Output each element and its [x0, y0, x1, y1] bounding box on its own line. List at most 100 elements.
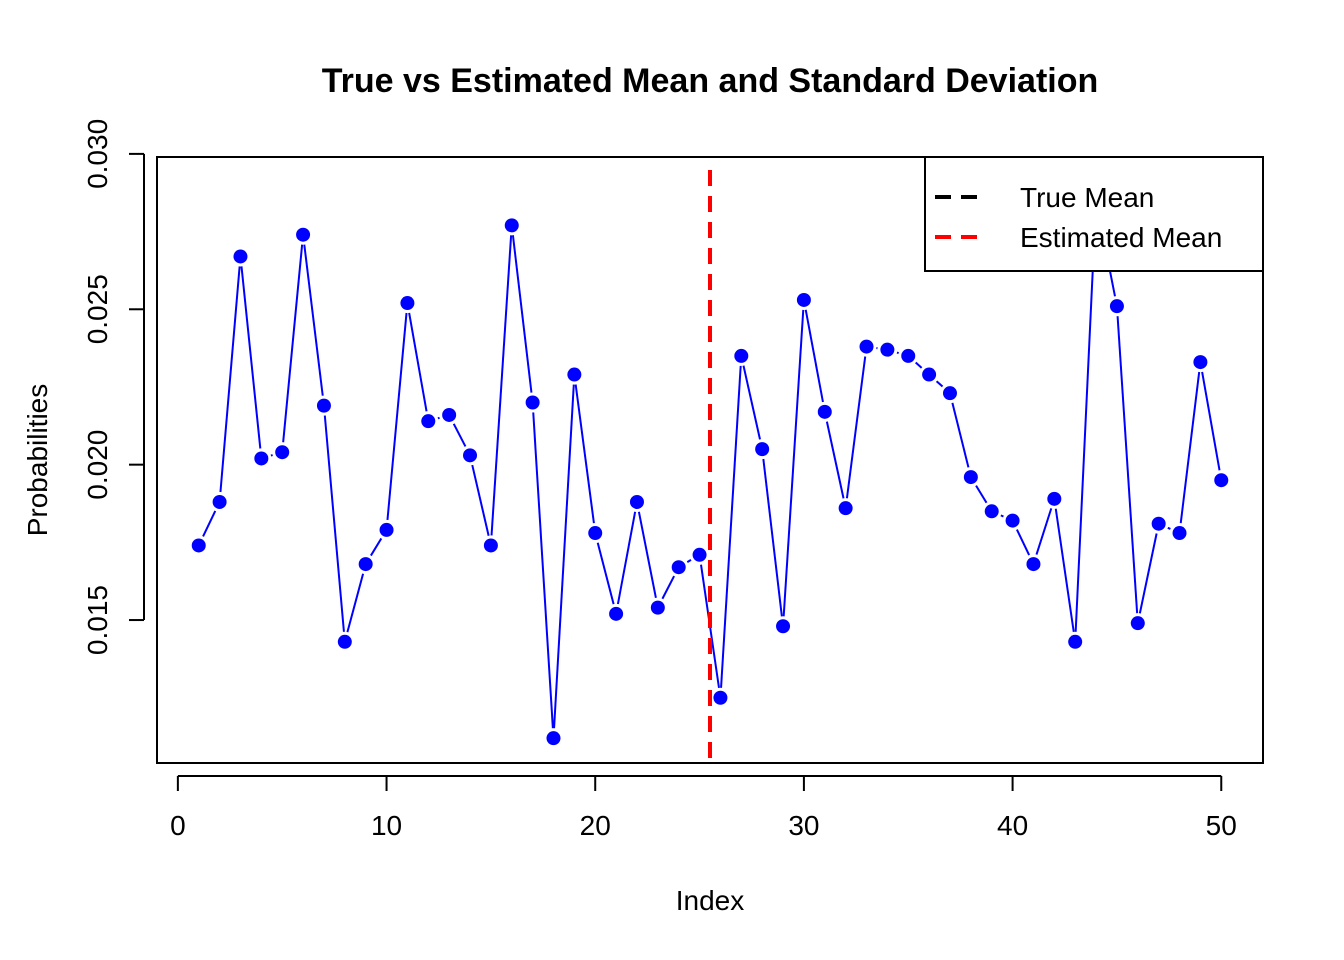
- series-line-segment: [742, 365, 761, 440]
- series-line-segment: [553, 384, 575, 729]
- x-tick-label: 50: [1206, 810, 1237, 841]
- series-line-segment: [1138, 533, 1158, 614]
- series-line-segment: [452, 423, 467, 447]
- series-line-segment: [270, 454, 273, 457]
- data-point: [1151, 516, 1166, 531]
- series-line-segment: [1000, 514, 1004, 518]
- series-line-segment: [1016, 529, 1031, 556]
- data-point: [984, 504, 999, 519]
- y-tick-label: 0.015: [82, 585, 113, 655]
- data-point: [316, 398, 331, 413]
- data-point: [838, 501, 853, 516]
- data-point: [1068, 634, 1083, 649]
- series-line-segment: [323, 415, 345, 632]
- data-point: [525, 395, 540, 410]
- data-point: [1130, 616, 1145, 631]
- data-point: [859, 339, 874, 354]
- y-tick-label: 0.030: [82, 119, 113, 189]
- series-line-segment: [532, 412, 554, 729]
- data-point: [817, 404, 832, 419]
- series-line-segment: [896, 351, 899, 354]
- data-point: [191, 538, 206, 553]
- data-point: [650, 600, 665, 615]
- data-point: [1047, 491, 1062, 506]
- series-line-segment: [782, 309, 805, 617]
- data-point: [755, 442, 770, 457]
- data-point: [296, 227, 311, 242]
- data-point: [1005, 513, 1020, 528]
- series-line-segment: [303, 244, 324, 396]
- series-line-segment: [1074, 210, 1097, 632]
- data-point: [776, 619, 791, 634]
- data-point: [609, 606, 624, 621]
- y-tick-label: 0.025: [82, 274, 113, 344]
- data-point: [922, 367, 937, 382]
- legend: True Mean Estimated Mean: [924, 156, 1264, 272]
- data-point: [796, 292, 811, 307]
- series-line-segment: [845, 356, 867, 499]
- data-point: [254, 451, 269, 466]
- data-point: [629, 494, 644, 509]
- data-point: [212, 494, 227, 509]
- data-point: [1172, 526, 1187, 541]
- series-line-segment: [1116, 316, 1139, 614]
- x-axis: 0 10 20 30 40 50: [170, 775, 1237, 841]
- series-line-segment: [370, 537, 383, 557]
- data-point: [546, 731, 561, 746]
- series-line-segment: [408, 312, 428, 412]
- series-line-segment: [1201, 371, 1221, 471]
- data-point: [671, 560, 686, 575]
- x-tick-label: 20: [580, 810, 611, 841]
- series-line-segment: [616, 511, 637, 605]
- data-point: [337, 634, 352, 649]
- plot-area: [191, 170, 1229, 763]
- y-axis-label: Probabilities: [22, 384, 53, 537]
- series-line-segment: [240, 266, 262, 449]
- series-line-segment: [574, 384, 595, 524]
- series-line-segment: [935, 380, 944, 388]
- data-point: [734, 348, 749, 363]
- series-line-segment: [825, 421, 845, 499]
- legend-box: [924, 156, 1264, 272]
- data-point: [421, 414, 436, 429]
- y-tick-label: 0.020: [82, 430, 113, 500]
- series-line-segment: [804, 309, 824, 403]
- series-line-segment: [511, 235, 533, 393]
- series-line-segment: [596, 542, 615, 605]
- series-line-segment: [490, 235, 513, 536]
- data-point: [901, 348, 916, 363]
- legend-label: Estimated Mean: [1020, 222, 1222, 253]
- data-point: [400, 296, 415, 311]
- data-point: [1109, 299, 1124, 314]
- series-line-segment: [219, 266, 241, 493]
- data-point: [567, 367, 582, 382]
- data-point: [233, 249, 248, 264]
- series-line-segment: [282, 244, 304, 443]
- x-tick-label: 40: [997, 810, 1028, 841]
- series-line-segment: [346, 573, 365, 633]
- x-tick-label: 10: [371, 810, 402, 841]
- series-line-segment: [386, 312, 408, 521]
- series-line-segment: [202, 510, 217, 537]
- series-line-segment: [720, 365, 742, 688]
- plot-frame: [156, 156, 1264, 764]
- data-point: [942, 386, 957, 401]
- series-line-segment: [1179, 371, 1201, 524]
- data-point: [442, 407, 457, 422]
- data-point: [483, 538, 498, 553]
- legend-label: True Mean: [1020, 182, 1154, 213]
- data-point: [379, 522, 394, 537]
- series-line-segment: [471, 464, 490, 536]
- series-line-segment: [1035, 508, 1053, 555]
- data-point: [713, 690, 728, 705]
- series-line-segment: [686, 559, 692, 563]
- series-line-segment: [762, 458, 783, 617]
- x-axis-label: Index: [676, 885, 745, 916]
- data-point: [588, 526, 603, 541]
- chart-title: True vs Estimated Mean and Standard Devi…: [322, 62, 1099, 100]
- data-point: [1193, 355, 1208, 370]
- data-point: [692, 547, 707, 562]
- series-line-segment: [1054, 508, 1075, 633]
- data-point: [963, 470, 978, 485]
